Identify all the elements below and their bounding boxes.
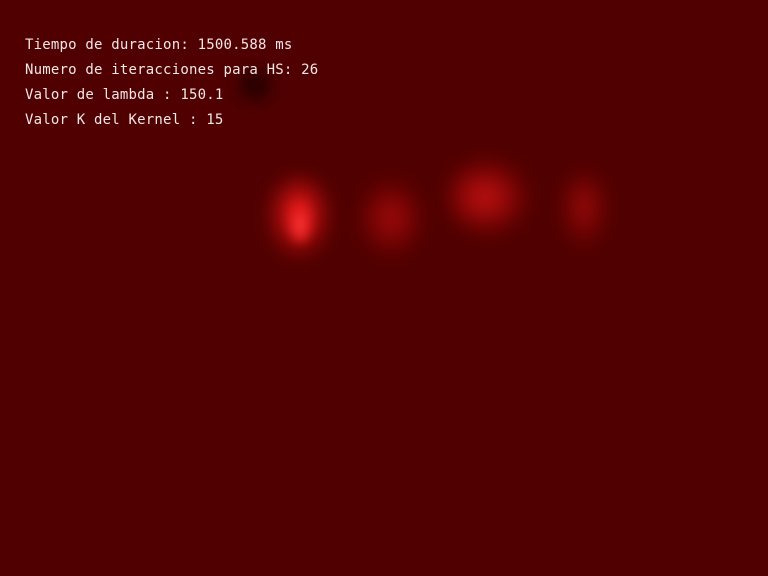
motion-blob <box>358 178 424 258</box>
motion-blob-core <box>288 200 312 242</box>
motion-blob <box>448 158 530 236</box>
lambda-label: Valor de lambda : 150.1 <box>25 87 224 103</box>
dark-spot <box>240 70 270 100</box>
duration-label: Tiempo de duracion: 1500.588 ms <box>25 37 293 53</box>
kernel-label: Valor K del Kernel : 15 <box>25 112 224 128</box>
iterations-label: Numero de iteracciones para HS: 26 <box>25 62 319 78</box>
motion-blob <box>560 172 608 250</box>
